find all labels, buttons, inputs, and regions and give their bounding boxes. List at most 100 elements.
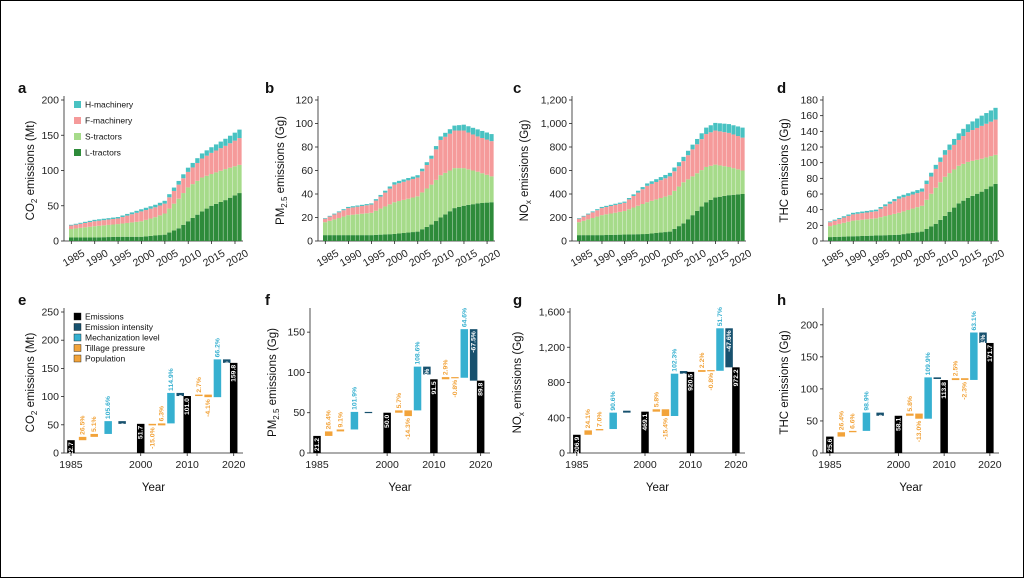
x-axis-label-h: Year (899, 482, 922, 494)
area-column-f-machinery (424, 165, 429, 189)
waterfall-bar-emissions (67, 440, 75, 453)
area-column-l-tractors (83, 237, 88, 241)
y-tick-label-a: 150 (41, 130, 59, 142)
waterfall-bar-mechanization (213, 359, 222, 398)
area-column-l-tractors (590, 235, 595, 241)
area-column-f-machinery (654, 182, 659, 200)
area-column-l-tractors (636, 234, 641, 241)
x-tick-label-g: 2000 (633, 459, 657, 471)
y-tick-label-c: 800 (549, 142, 567, 154)
area-column-h-machinery (961, 128, 966, 137)
area-column-h-machinery (420, 168, 425, 172)
area-column-s-tractors (586, 219, 591, 236)
area-column-h-machinery (604, 205, 609, 208)
bar-change-label: 2.2% (699, 353, 706, 369)
area-column-l-tractors (227, 197, 233, 241)
area-column-h-machinery (841, 216, 847, 218)
area-column-h-machinery (947, 144, 952, 150)
area-column-h-machinery (69, 224, 74, 226)
area-column-s-tractors (438, 175, 443, 218)
waterfall-bar-tillage (78, 436, 87, 441)
area-column-f-machinery (581, 216, 586, 221)
panel-letter-h: h (777, 292, 786, 309)
area-column-h-machinery (115, 217, 121, 219)
area-column-l-tractors (484, 202, 490, 241)
area-column-s-tractors (359, 213, 365, 236)
area-column-h-machinery (461, 124, 466, 131)
waterfall-bar-tillage (148, 423, 157, 426)
waterfall-bar-tillage (837, 432, 846, 437)
area-column-s-tractors (860, 219, 865, 236)
area-column-s-tractors (433, 179, 439, 222)
area-column-h-machinery (599, 206, 604, 209)
area-column-h-machinery (595, 209, 600, 211)
x-tick-label-e: 2000 (129, 459, 153, 471)
waterfall-bar-intensity (679, 371, 688, 374)
y-axis-label-f: PM2.5 emissions (Gg) (267, 328, 281, 437)
area-column-l-tractors (699, 206, 704, 241)
area-column-h-machinery (640, 187, 645, 190)
area-column-h-machinery (667, 172, 672, 177)
area-column-h-machinery (378, 194, 383, 197)
area-column-l-tractors (237, 193, 242, 241)
bar-change-label: 9.1% (337, 412, 344, 428)
area-column-l-tractors (887, 235, 892, 241)
y-tick-label-c: 400 (549, 189, 567, 201)
area-column-s-tractors (942, 176, 948, 216)
bar-change-label: 3.4% (681, 373, 688, 389)
area-column-h-machinery (484, 132, 490, 140)
area-column-h-machinery (828, 221, 833, 223)
area-column-f-machinery (672, 171, 677, 191)
area-column-s-tractors (218, 170, 223, 202)
area-column-f-machinery (120, 217, 125, 224)
bar-change-label: -14.3% (405, 418, 412, 440)
area-column-l-tractors (204, 208, 209, 241)
area-column-f-machinery (636, 192, 641, 206)
area-column-s-tractors (685, 179, 691, 220)
legend-label: Emission intensity (85, 322, 154, 332)
area-column-h-machinery (975, 118, 980, 128)
area-column-l-tractors (223, 200, 228, 241)
area-column-l-tractors (73, 237, 78, 241)
area-column-l-tractors (604, 235, 609, 241)
bar-change-label: 5.7% (396, 393, 403, 409)
area-column-h-machinery (213, 144, 219, 151)
x-tick-label-h: 2010 (932, 459, 956, 471)
area-column-f-machinery (942, 154, 948, 177)
area-column-s-tractors (213, 172, 219, 204)
area-column-f-machinery (69, 225, 74, 230)
area-column-h-machinery (722, 123, 727, 133)
legend-label: L-tractors (85, 148, 121, 158)
area-column-h-machinery (988, 110, 994, 122)
x-tick-label-a: 2010 (178, 247, 204, 269)
area-column-h-machinery (350, 206, 355, 208)
area-column-l-tractors (406, 232, 411, 241)
y-tick-label-e: 0 (53, 448, 59, 460)
legend-label: Emissions (85, 312, 124, 322)
area-column-s-tractors (640, 203, 645, 235)
area-column-h-machinery (466, 126, 471, 133)
area-column-s-tractors (915, 207, 920, 233)
area-column-s-tractors (631, 207, 636, 235)
area-column-f-machinery (855, 213, 860, 221)
area-column-f-machinery (475, 136, 480, 172)
y-tick-label-d: 180 (800, 95, 818, 107)
area-column-s-tractors (695, 173, 700, 211)
area-column-s-tractors (452, 168, 457, 209)
area-column-l-tractors (645, 233, 650, 241)
area-column-f-machinery (599, 208, 604, 216)
panel-letter-c: c (513, 80, 521, 97)
area-column-f-machinery (933, 168, 938, 188)
area-column-h-machinery (106, 218, 111, 220)
area-column-f-machinery (631, 195, 636, 208)
legend-swatch-l-tractors (74, 149, 81, 156)
area-column-l-tractors (346, 235, 351, 241)
area-column-s-tractors (713, 164, 718, 198)
area-column-l-tractors (864, 235, 869, 241)
area-column-l-tractors (480, 203, 485, 241)
area-column-l-tractors (396, 233, 402, 241)
waterfall-bar-mechanization (350, 411, 359, 430)
y-axis-label-b: PM2.5 emissions (Gg) (275, 116, 289, 225)
legend-swatch-f-machinery (74, 117, 81, 124)
area-column-s-tractors (134, 221, 139, 237)
